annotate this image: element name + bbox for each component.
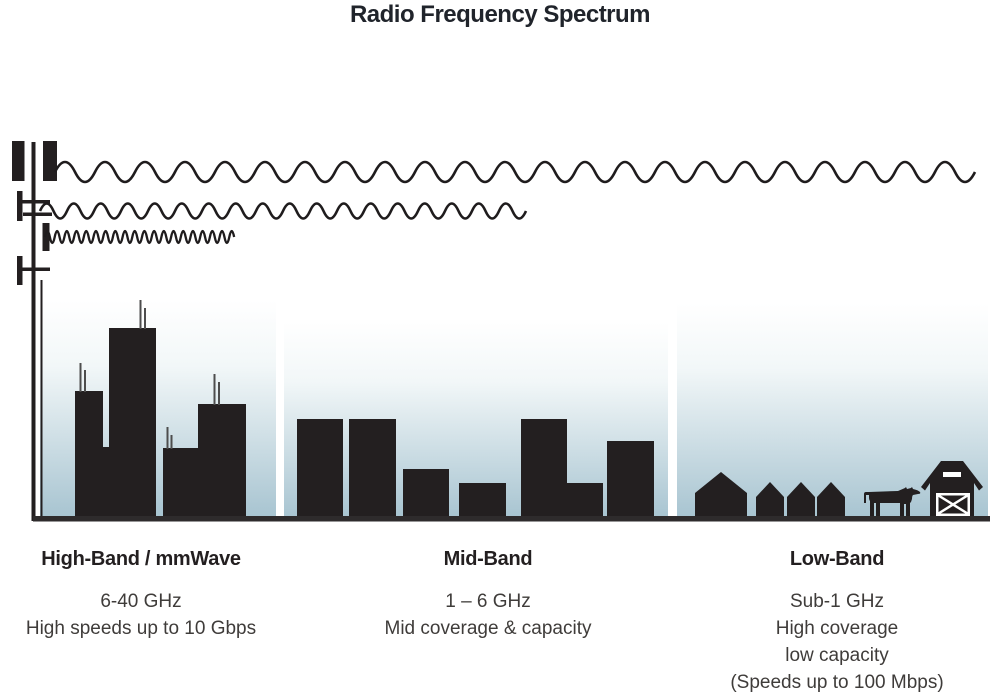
ground-line <box>33 516 990 522</box>
mid-frequency-wave-icon <box>38 202 528 220</box>
low-band-speed-note: (Speeds up to 100 Mbps) <box>730 672 944 693</box>
mid-band-label-group: Mid-Band 1 – 6 GHz Mid coverage & capaci… <box>338 548 638 642</box>
high-frequency-wave-icon <box>43 229 236 245</box>
low-band-frequency: Sub-1 GHz <box>790 591 884 612</box>
barn-loft-window <box>943 472 961 477</box>
low-band-description: High coverage <box>775 618 899 639</box>
high-band-description: High speeds up to 10 Gbps <box>25 618 257 639</box>
rural-scene-icon <box>695 461 983 517</box>
city-skyline-icon <box>75 300 246 521</box>
low-band-label-group: Low-Band Sub-1 GHz High coverage low cap… <box>687 548 987 696</box>
cell-tower-icon <box>12 141 57 521</box>
house-icon <box>695 472 747 516</box>
town-skyline-icon <box>297 419 654 521</box>
house-icon <box>817 482 845 516</box>
high-band-label-group: High-Band / mmWave 6-40 GHz High speeds … <box>16 548 266 642</box>
house-icon <box>756 482 784 516</box>
rooftop-antenna-icon <box>79 300 220 449</box>
mid-band-frequency: 1 – 6 GHz <box>445 591 531 612</box>
mid-band-description: Mid coverage & capacity <box>384 618 592 639</box>
cow-icon <box>864 487 921 517</box>
high-band-title: High-Band / mmWave <box>41 548 241 570</box>
low-band-description: low capacity <box>785 645 889 666</box>
house-icon <box>787 482 815 516</box>
diagram-title: Radio Frequency Spectrum <box>349 1 651 28</box>
mid-band-title: Mid-Band <box>443 548 533 570</box>
low-frequency-wave-icon <box>53 160 977 184</box>
high-band-frequency: 6-40 GHz <box>100 591 182 612</box>
radio-waves <box>38 160 977 245</box>
low-band-title: Low-Band <box>789 548 885 570</box>
barn-icon <box>921 461 983 516</box>
